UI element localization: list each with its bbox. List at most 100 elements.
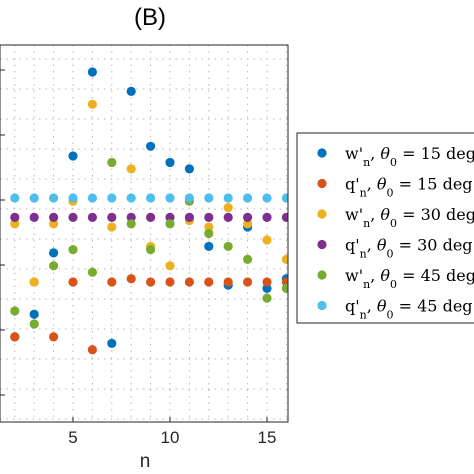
legend-marker [317,209,327,219]
data-point [49,261,59,271]
data-point [126,193,136,203]
data-point [107,277,117,287]
data-point [243,254,253,264]
data-point [10,332,20,342]
data-point [204,241,214,252]
data-point [68,245,78,255]
legend-marker [317,270,327,280]
data-point [107,338,117,348]
data-point [184,212,194,222]
grid [0,45,288,422]
data-point [281,193,288,203]
data-point [10,219,20,229]
data-point [29,309,39,319]
data-point [87,267,97,277]
legend-label: q'n, θ0 = 30 deg [345,236,473,261]
data-point [49,212,59,222]
data-point [107,157,117,168]
data-point [49,332,59,342]
data-point [126,274,136,284]
data-point [87,212,97,222]
data-point [262,283,272,294]
data-point [29,212,39,222]
legend-label: w'n, θ0 = 15 deg [345,144,474,169]
data-point [49,248,59,258]
data-point [184,277,194,287]
data-point [262,212,272,222]
data-point [204,222,214,232]
data-point [165,219,175,229]
data-point [243,277,253,287]
legend-label: q'n, θ0 = 15 deg [345,175,473,200]
data-point [204,193,214,203]
legend-label: w'n, θ0 = 30 deg [345,205,474,230]
legend-marker [317,239,327,250]
legend-label: q'n, θ0 = 45 deg [345,297,473,322]
data-point [204,228,214,239]
data-point [68,151,78,161]
legend-box [296,132,474,324]
data-point [126,86,136,96]
x-tick-label: 15 [258,428,277,447]
chart-title: (B) [134,4,166,31]
data-point [107,212,117,222]
data-point [68,193,78,203]
legend-marker [317,300,327,311]
data-point [29,277,39,287]
data-point [204,212,214,222]
data-point [29,193,39,203]
data-point [146,212,156,222]
plot-frame [0,44,289,423]
data-point [262,193,272,203]
data-point [10,212,20,222]
data-point [165,212,175,222]
data-point [223,193,233,203]
data-point [146,245,156,255]
data-point [146,277,156,287]
data-point [107,222,117,232]
data-point [165,193,175,203]
data-point [10,193,20,203]
data-point [165,261,175,271]
data-point [68,277,78,287]
legend-marker [317,178,327,189]
data-point [243,219,253,229]
data-point [107,193,117,203]
data-point [281,212,288,222]
x-axis-label: n [140,451,151,472]
data-point [146,141,156,151]
legend-marker [317,148,327,158]
data-point [29,319,39,329]
data-point [49,219,59,229]
legend: w'n, θ0 = 15 deg q'n, θ0 = 15 deg w'n, θ0 … [296,132,474,324]
data-point [165,277,175,287]
data-point [243,193,253,203]
data-point [223,277,233,287]
data-point [262,293,272,303]
data-point [126,219,136,229]
data-points [10,67,288,355]
data-point [281,254,288,264]
data-point [223,212,233,222]
data-point [184,193,194,203]
data-point [204,277,214,287]
data-point [68,212,78,222]
x-ticks: 5 10 15 [68,417,276,447]
data-point [281,283,288,294]
data-point [223,241,233,252]
data-point [10,306,20,316]
data-point [87,345,97,355]
data-point [243,212,253,222]
data-point [165,157,175,168]
x-tick-label: 10 [161,428,180,447]
data-point [126,164,136,174]
data-point [126,212,136,222]
data-point [223,203,233,213]
data-point [184,164,194,174]
data-point [87,67,97,77]
data-point [87,193,97,203]
data-point [87,99,97,109]
legend-label: w'n, θ0 = 45 deg [345,266,474,291]
data-point [262,235,272,245]
